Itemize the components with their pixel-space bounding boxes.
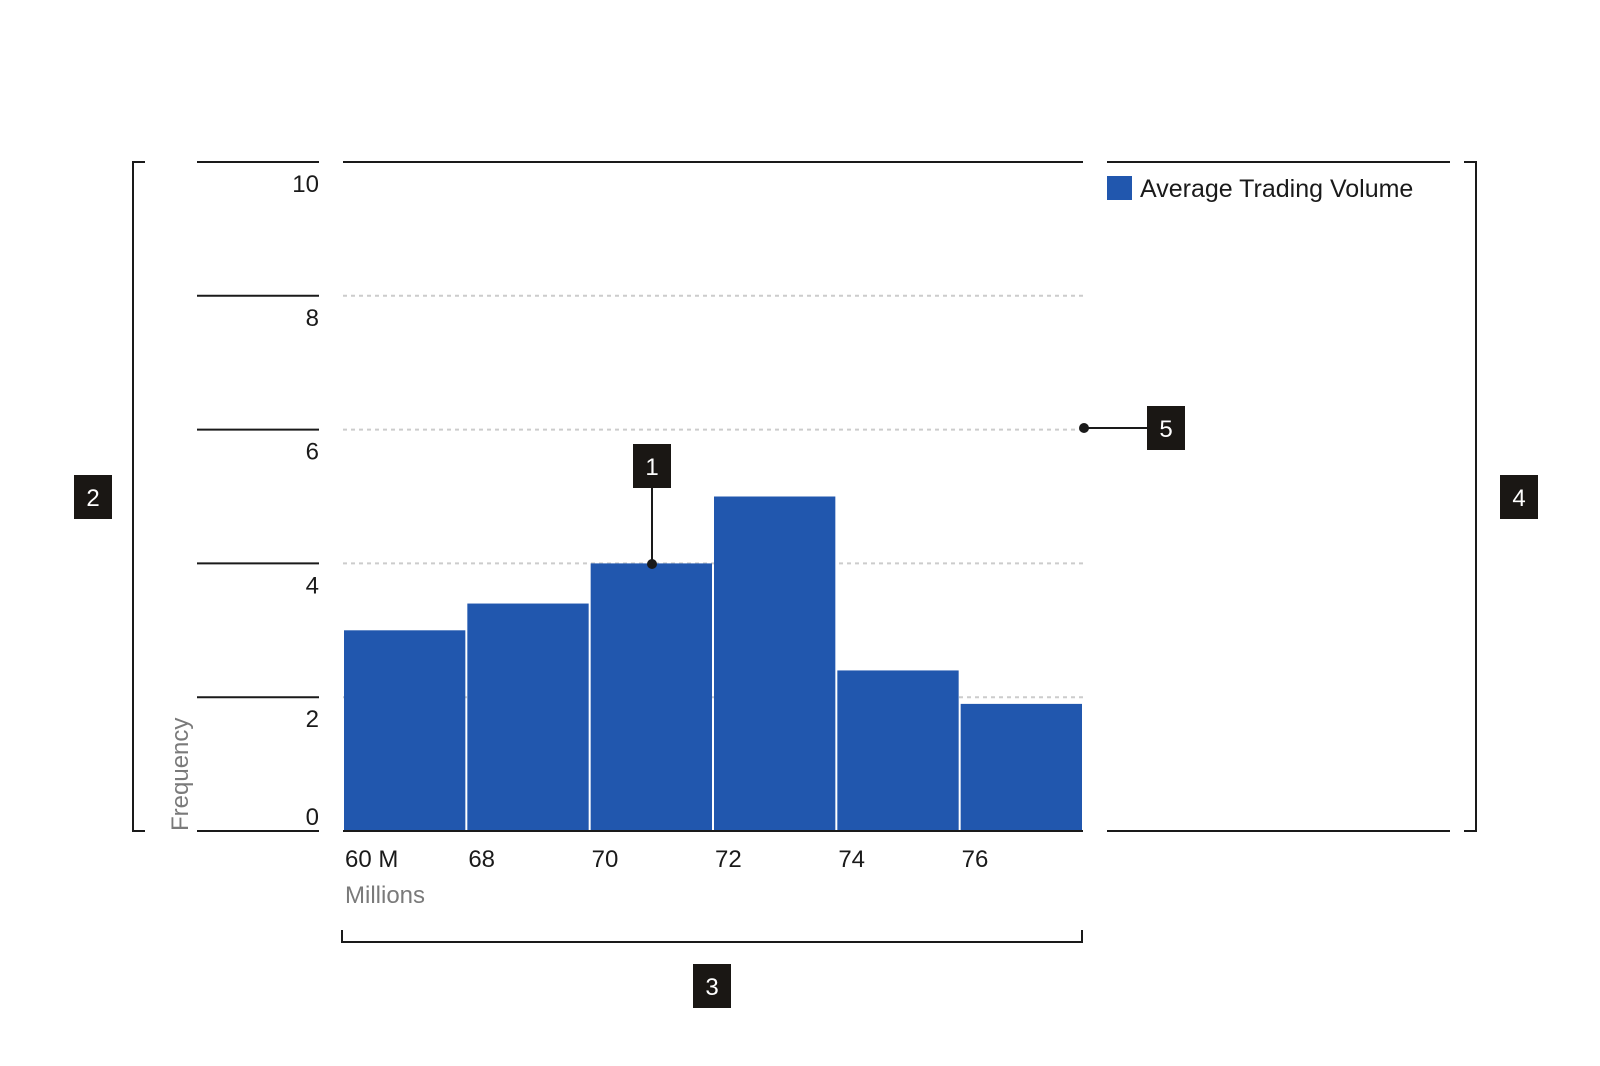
callout-2-box [74,475,112,519]
callout-3-box [693,964,731,1008]
callout-leaders [647,423,1147,569]
y-tick-label: 0 [306,804,319,831]
y-axis-title: Frequency [167,718,194,831]
legend-swatch [1107,176,1132,200]
grid-lines [343,294,1083,699]
callout-5-dot [1079,423,1089,433]
legend-label: Average Trading Volume [1140,175,1413,203]
x-tick-label: 70 [592,846,619,873]
x-axis-ticks: 60 M 68 70 72 74 76 [345,846,988,873]
callout-4-box [1500,475,1538,519]
bar [467,603,589,831]
callout-3: 3 [693,964,731,1008]
x-tick-label: 72 [715,846,742,873]
callout-4-label: 4 [1512,485,1525,512]
callout-1: 1 [633,444,671,488]
callout-1-label: 1 [645,454,658,481]
y-tick-label: 8 [306,305,319,332]
brackets [132,161,1477,943]
bar [837,670,959,831]
bar [590,563,712,831]
callout-1-box [633,444,671,488]
x-tick-label: 74 [838,846,865,873]
callout-5-box [1147,406,1185,450]
callout-5: 5 [1147,406,1185,450]
bracket-bottom [341,930,1083,943]
y-tick-label: 4 [306,572,319,599]
y-tick-label: 6 [306,439,319,466]
bar [714,496,836,831]
callout-3-label: 3 [705,974,718,1001]
bracket-right [1464,161,1477,832]
legend: Average Trading Volume [1107,175,1413,203]
chart-frame [343,161,1450,832]
y-axis-ticks: 0 2 4 6 8 10 [197,161,319,832]
bars [344,496,1082,831]
x-tick-label: 68 [468,846,495,873]
callout-5-label: 5 [1159,416,1172,443]
callout-1-dot [647,559,657,569]
y-tick-label: 10 [292,171,319,198]
callout-4: 4 [1500,475,1538,519]
bar [960,703,1082,831]
bracket-left [132,161,145,832]
x-axis-title: Millions [345,882,425,909]
callout-2: 2 [74,475,112,519]
bar [344,630,466,831]
callout-2-label: 2 [86,485,99,512]
x-tick-label: 60 M [345,846,398,873]
x-tick-label: 76 [962,846,989,873]
y-tick-label: 2 [306,706,319,733]
